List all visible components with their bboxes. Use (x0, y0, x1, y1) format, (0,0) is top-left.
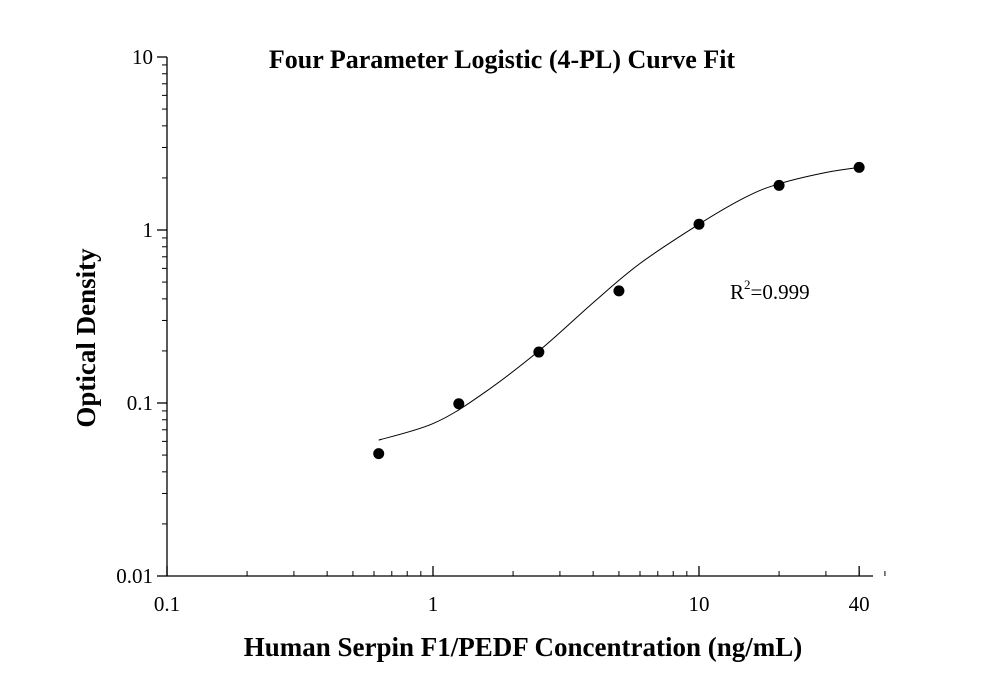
y-axis-label: Optical Density (71, 248, 101, 428)
data-point (613, 285, 625, 297)
data-point (373, 448, 385, 460)
data-point (533, 346, 545, 358)
r-squared-prefix: R (730, 280, 744, 304)
x-tick-label: 0.1 (154, 592, 180, 616)
y-tick-label: 0.01 (116, 564, 153, 588)
y-tick-label: 10 (132, 45, 153, 69)
data-points (373, 161, 865, 460)
x-tick-label: 1 (428, 592, 439, 616)
data-point (773, 179, 785, 191)
data-point (853, 161, 865, 173)
x-ticks: 0.1 1 10 40 (154, 566, 886, 616)
r-squared-superscript: 2 (744, 277, 751, 292)
data-point (693, 218, 705, 230)
fit-curve (378, 166, 860, 441)
x-tick-label: 10 (689, 592, 710, 616)
y-ticks: 0.01 0.1 1 10 (116, 45, 167, 588)
x-axis-label: Human Serpin F1/PEDF Concentration (ng/m… (244, 632, 803, 662)
chart-title: Four Parameter Logistic (4-PL) Curve Fit (269, 45, 736, 74)
r-squared-annotation: R2=0.999 (730, 277, 810, 304)
data-point (453, 398, 465, 410)
y-tick-label: 0.1 (127, 391, 153, 415)
y-tick-label: 1 (143, 218, 154, 242)
x-tick-label: 40 (849, 592, 870, 616)
r-squared-value: =0.999 (751, 280, 810, 304)
